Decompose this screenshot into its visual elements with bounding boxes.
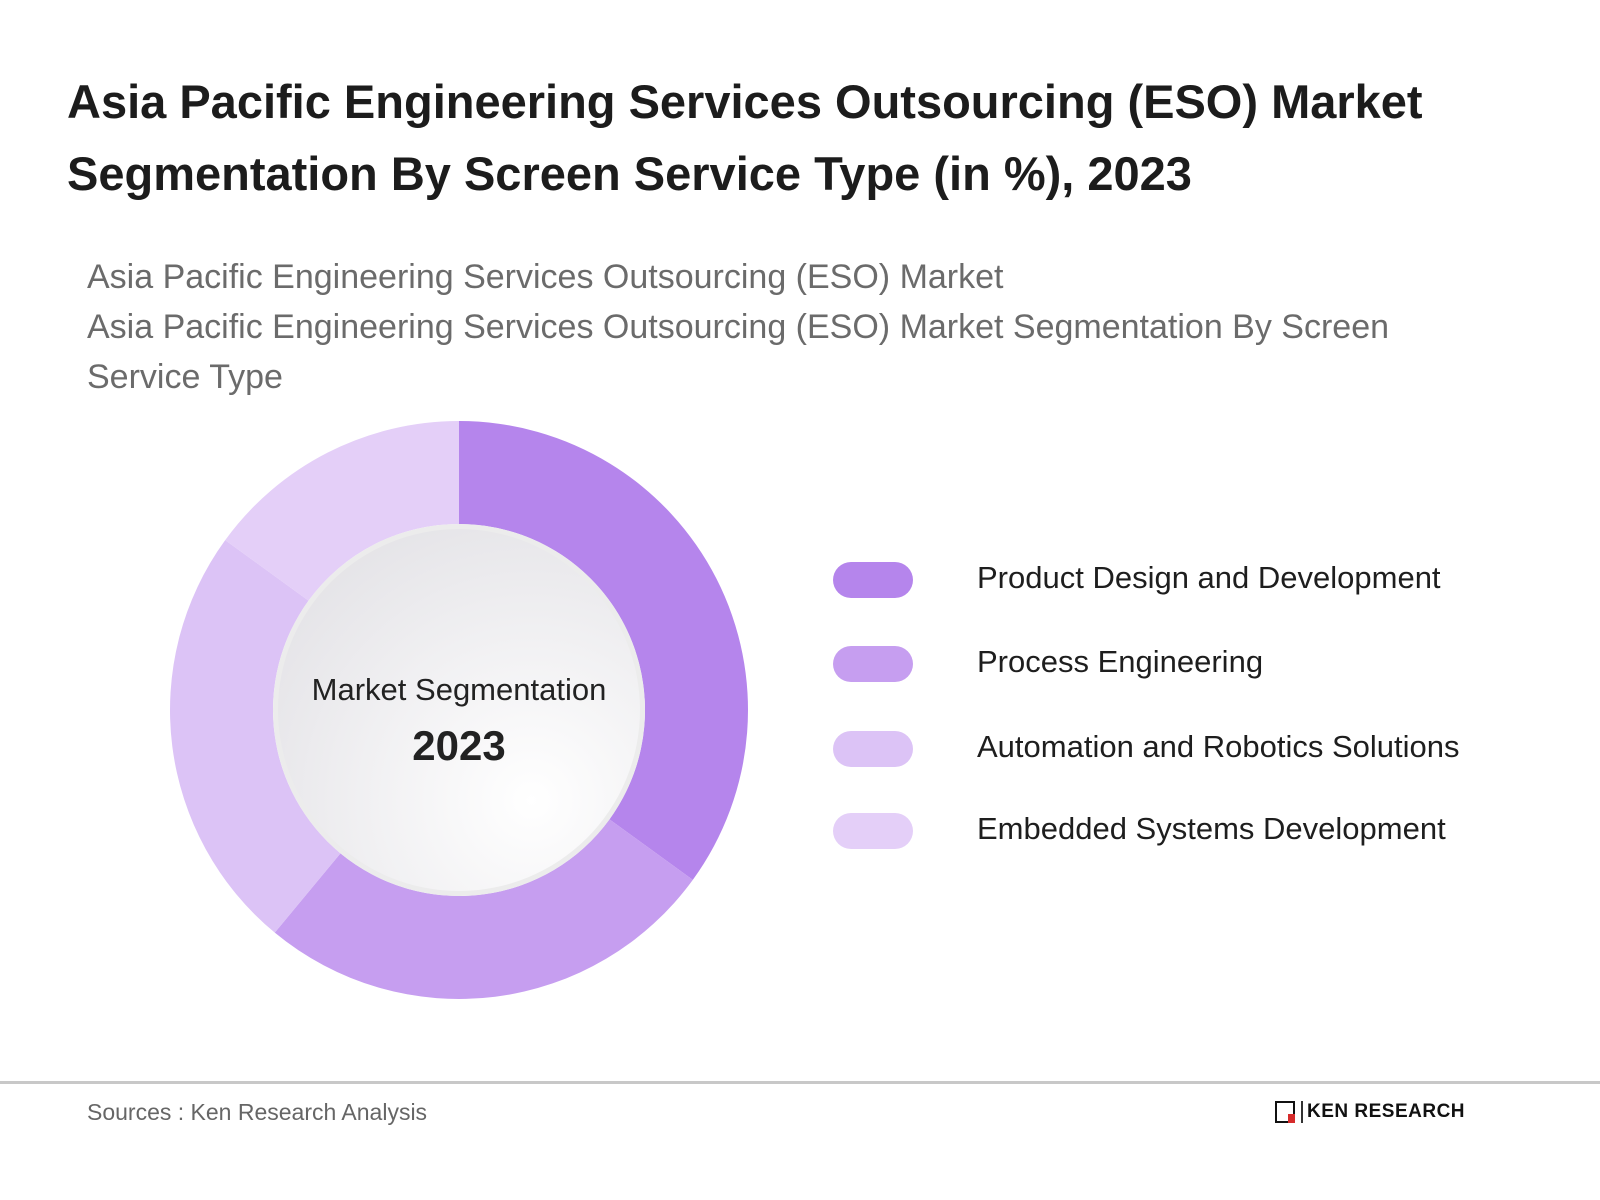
legend-item: Product Design and Development (833, 560, 1533, 598)
legend-label: Embedded Systems Development (977, 811, 1446, 846)
legend-swatch (833, 731, 913, 767)
legend-label: Process Engineering (977, 644, 1264, 679)
legend-swatch (833, 646, 913, 682)
donut-slice-1 (459, 421, 749, 880)
chart-subtitle: Asia Pacific Engineering Services Outsou… (87, 252, 1467, 402)
logo-mark (1275, 1101, 1295, 1123)
center-disc (278, 529, 640, 891)
legend-swatch (833, 562, 913, 598)
center-label: Market Segmentation (311, 672, 607, 707)
subtitle-line: Asia Pacific Engineering Services Outsou… (87, 308, 1390, 396)
legend-label: Product Design and Development (977, 560, 1441, 595)
legend-swatch (833, 813, 913, 849)
center-year: 2023 (412, 722, 506, 769)
source-note: Sources : Ken Research Analysis (87, 1099, 428, 1125)
legend-item: Embedded Systems Development (833, 811, 1533, 849)
subtitle-line: Asia Pacific Engineering Services Outsou… (87, 258, 1004, 296)
legend-item: Automation and Robotics Solutions (833, 729, 1533, 767)
legend-label: Automation and Robotics Solutions (977, 729, 1460, 764)
footer-divider (0, 1081, 1600, 1084)
logo-text: KEN RESEARCH (1301, 1101, 1465, 1123)
legend-item: Process Engineering (833, 644, 1533, 682)
donut-slice-3 (170, 540, 341, 933)
donut-slice-4 (225, 421, 459, 601)
donut-slice-2 (274, 819, 693, 999)
chart-title: Asia Pacific Engineering Services Outsou… (67, 75, 1423, 200)
ken-research-logo: KEN RESEARCH (1275, 1101, 1465, 1123)
